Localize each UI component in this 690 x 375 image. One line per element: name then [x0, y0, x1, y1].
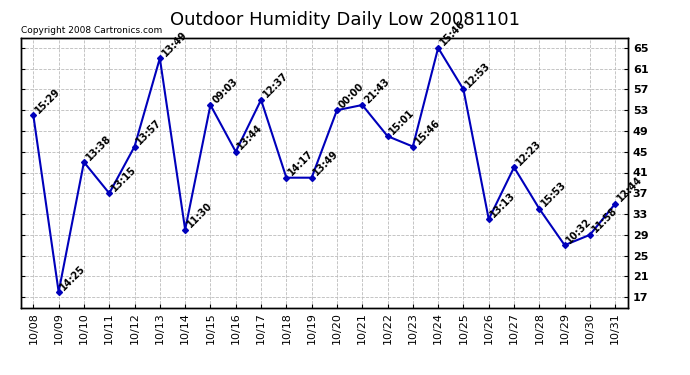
Text: 15:29: 15:29 — [33, 86, 62, 116]
Text: Outdoor Humidity Daily Low 20081101: Outdoor Humidity Daily Low 20081101 — [170, 11, 520, 29]
Text: 12:37: 12:37 — [261, 71, 290, 100]
Text: 12:53: 12:53 — [464, 60, 493, 89]
Text: 00:00: 00:00 — [337, 81, 366, 110]
Text: Copyright 2008 Cartronics.com: Copyright 2008 Cartronics.com — [21, 26, 162, 35]
Text: 14:17: 14:17 — [286, 149, 315, 178]
Text: 11:30: 11:30 — [185, 201, 214, 230]
Text: 15:01: 15:01 — [388, 107, 417, 136]
Text: 12:44: 12:44 — [615, 175, 644, 204]
Text: 15:46: 15:46 — [413, 117, 442, 147]
Text: 11:58: 11:58 — [590, 206, 619, 235]
Text: 21:43: 21:43 — [362, 76, 391, 105]
Text: 13:38: 13:38 — [84, 133, 113, 162]
Text: 13:49: 13:49 — [160, 29, 189, 58]
Text: 15:53: 15:53 — [540, 180, 569, 209]
Text: 10:32: 10:32 — [564, 216, 593, 245]
Text: 14:25: 14:25 — [59, 263, 88, 292]
Text: 13:13: 13:13 — [489, 190, 518, 219]
Text: 09:03: 09:03 — [210, 76, 239, 105]
Text: 12:23: 12:23 — [514, 138, 543, 167]
Text: 15:46: 15:46 — [438, 19, 467, 48]
Text: 13:44: 13:44 — [236, 123, 265, 152]
Text: 13:57: 13:57 — [135, 117, 164, 147]
Text: 13:49: 13:49 — [312, 149, 341, 178]
Text: 13:15: 13:15 — [109, 164, 138, 193]
